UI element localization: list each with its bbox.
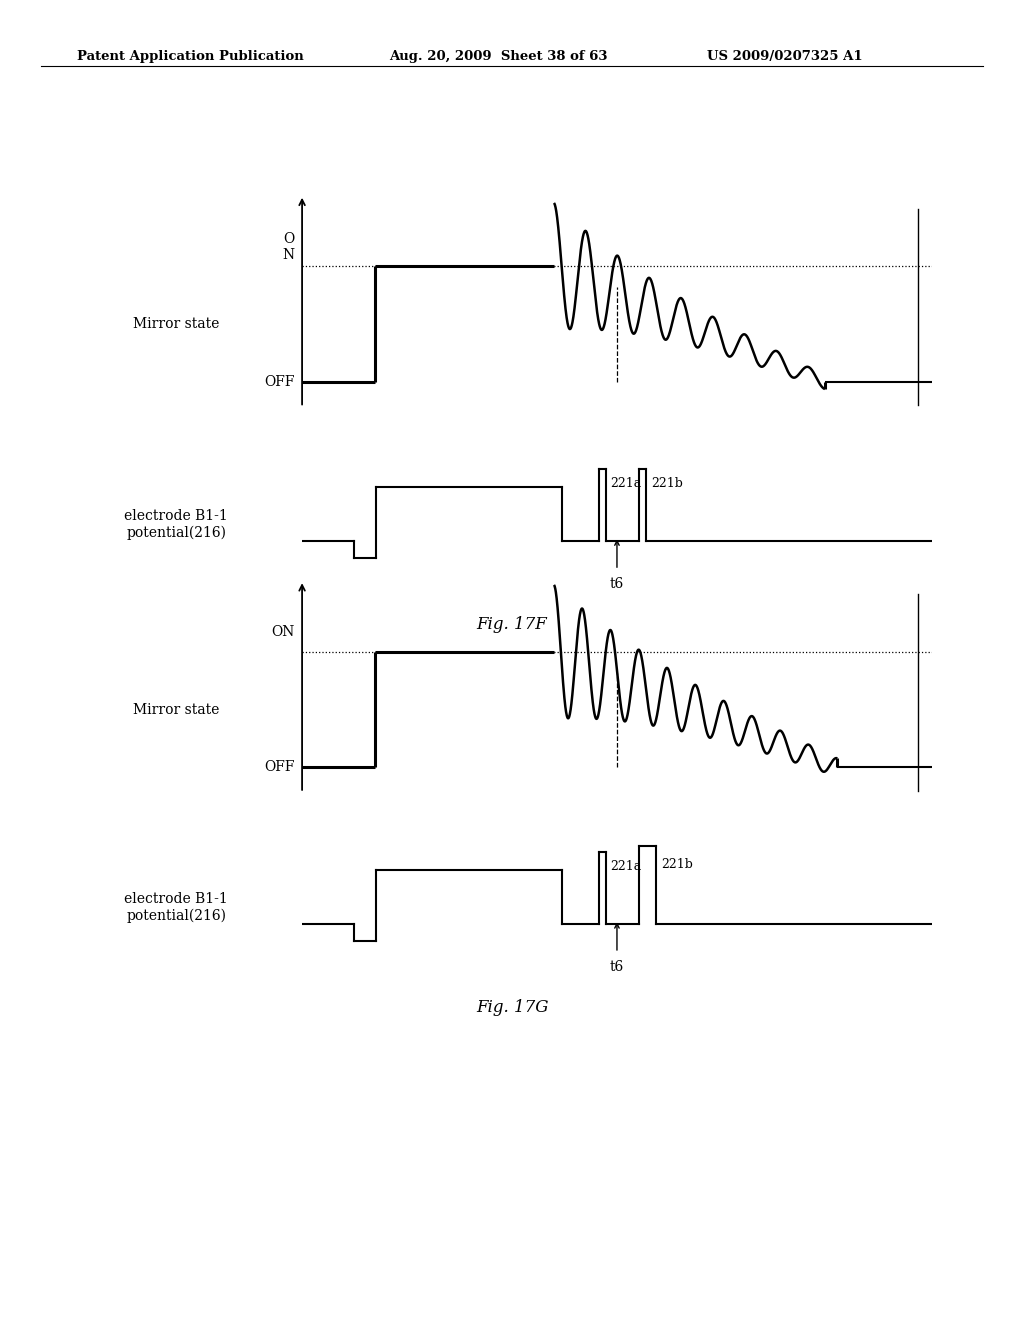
Text: Mirror state: Mirror state <box>133 702 219 717</box>
Text: 221b: 221b <box>651 477 683 490</box>
Text: Mirror state: Mirror state <box>133 317 219 331</box>
Text: Patent Application Publication: Patent Application Publication <box>77 50 303 63</box>
Text: OFF: OFF <box>264 375 295 389</box>
Text: t6: t6 <box>610 960 624 974</box>
Text: OFF: OFF <box>264 760 295 775</box>
Text: Aug. 20, 2009  Sheet 38 of 63: Aug. 20, 2009 Sheet 38 of 63 <box>389 50 607 63</box>
Text: Fig. 17G: Fig. 17G <box>476 999 548 1016</box>
Text: t6: t6 <box>610 577 624 591</box>
Text: electrode B1-1
potential(216): electrode B1-1 potential(216) <box>124 510 228 540</box>
Text: 221a: 221a <box>610 859 642 873</box>
Text: electrode B1-1
potential(216): electrode B1-1 potential(216) <box>124 892 228 923</box>
Text: 221b: 221b <box>662 858 693 871</box>
Text: Fig. 17F: Fig. 17F <box>476 616 548 634</box>
Text: 221a: 221a <box>610 477 642 490</box>
Text: O
N: O N <box>283 232 295 261</box>
Text: ON: ON <box>271 626 295 639</box>
Text: US 2009/0207325 A1: US 2009/0207325 A1 <box>707 50 862 63</box>
